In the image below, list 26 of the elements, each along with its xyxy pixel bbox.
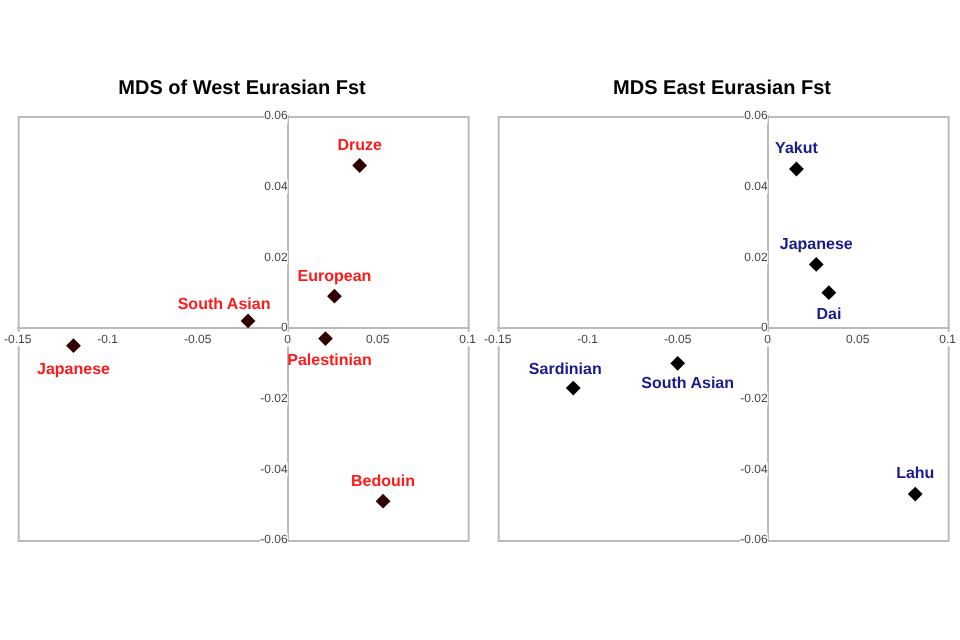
point [318,331,333,346]
point [789,162,804,176]
annotation: European [297,266,372,285]
point [241,313,256,328]
point [670,356,685,371]
annotation: South Asian [641,373,735,392]
point [66,338,81,353]
point [809,257,824,272]
chart-title: MDS East Eurasian Fst [613,77,833,100]
annotation: Yakut [775,139,819,158]
annotation: Japanese [37,360,112,379]
point [376,494,391,509]
annotation: South Asian [177,295,271,314]
annotation: Japanese [779,234,854,253]
point [908,487,923,502]
annotation: Druze [337,135,383,154]
annotation: Palestinian [287,351,372,370]
point [327,289,342,304]
point [352,158,367,173]
annotation: Dai [816,305,842,324]
chart-title: MDS of West Eurasian Fst [118,77,368,100]
point [566,381,581,396]
annotation: Sardinian [528,360,602,379]
annotation: Lahu [896,464,935,483]
point [821,285,836,300]
annotation: Bedouin [351,471,416,490]
